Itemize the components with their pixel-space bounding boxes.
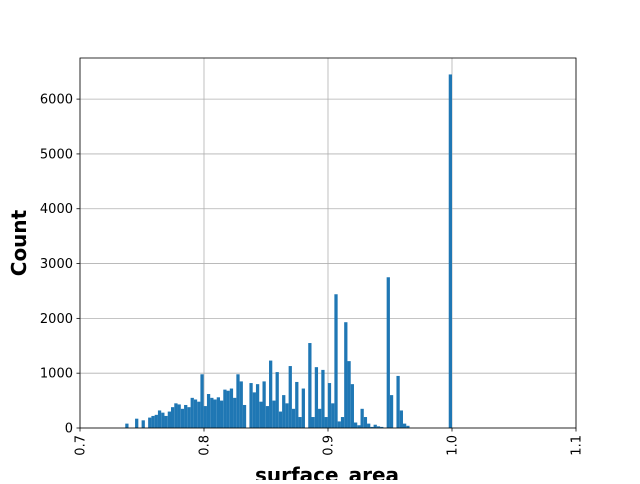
bar	[255, 384, 260, 428]
x-tick-label: 0.9	[322, 435, 337, 456]
bar	[298, 417, 302, 428]
bar	[399, 410, 403, 428]
bar	[203, 406, 207, 428]
bar	[373, 424, 377, 428]
bar	[288, 366, 292, 428]
bar	[216, 397, 221, 428]
bar	[167, 411, 172, 428]
bar	[239, 381, 243, 428]
bar	[278, 411, 283, 428]
bar	[275, 372, 279, 428]
bar	[272, 400, 276, 428]
bar	[220, 400, 224, 428]
bar	[350, 384, 354, 428]
bar	[141, 420, 145, 428]
bar	[174, 403, 178, 428]
bar	[370, 426, 374, 428]
bar	[229, 388, 234, 428]
bar	[164, 415, 168, 428]
bar	[295, 381, 299, 428]
bar	[148, 417, 152, 428]
bar	[210, 397, 214, 428]
bar	[363, 417, 368, 428]
bar	[223, 389, 227, 428]
bar	[171, 407, 175, 428]
bar	[347, 361, 351, 428]
y-tick-label: 2000	[40, 312, 73, 327]
y-axis-label: Count	[7, 209, 31, 276]
bar	[262, 381, 266, 428]
bar	[396, 375, 400, 428]
bar	[311, 417, 315, 428]
y-tick-label: 4000	[40, 202, 73, 217]
x-tick-label: 0.7	[74, 435, 89, 456]
bar	[226, 390, 230, 428]
bar	[386, 277, 390, 428]
bar	[249, 383, 253, 428]
bar	[324, 417, 328, 428]
x-tick-label: 1.0	[446, 435, 461, 456]
bar	[184, 404, 188, 428]
bar	[334, 294, 338, 428]
bar	[269, 360, 273, 428]
bar	[161, 412, 165, 428]
y-tick-label: 3000	[40, 257, 73, 272]
bar	[157, 410, 162, 428]
bar	[291, 408, 296, 428]
bar	[376, 426, 381, 428]
bar	[308, 343, 312, 428]
bar	[233, 397, 237, 428]
y-tick-label: 6000	[40, 93, 73, 108]
x-tick-label: 1.1	[570, 435, 585, 456]
bar	[190, 397, 194, 428]
bar	[213, 399, 217, 428]
bar	[200, 374, 204, 428]
bar	[206, 394, 211, 428]
y-tick-label: 5000	[40, 147, 73, 162]
bar	[177, 404, 181, 428]
bar	[380, 426, 384, 428]
bar	[357, 425, 361, 428]
bar	[282, 395, 286, 428]
x-axis-label: surface_area	[255, 463, 399, 480]
bar	[236, 374, 240, 428]
bar	[193, 399, 198, 428]
bar	[301, 388, 305, 428]
bar	[197, 401, 201, 428]
bar	[367, 423, 371, 428]
bar	[314, 367, 319, 428]
bar	[180, 408, 185, 428]
bar	[331, 403, 335, 428]
bar	[360, 408, 364, 428]
bar	[353, 422, 358, 428]
bar	[327, 383, 332, 428]
bar	[344, 322, 348, 428]
bar	[285, 403, 289, 428]
bar	[265, 406, 270, 428]
plot-frame	[79, 57, 577, 429]
bar	[187, 407, 191, 428]
bar	[340, 417, 345, 428]
bar	[402, 423, 407, 428]
bar	[252, 392, 256, 428]
y-tick-label: 1000	[40, 367, 73, 382]
bar	[337, 421, 341, 428]
bar	[321, 369, 325, 428]
bar	[242, 404, 247, 428]
bar	[448, 74, 452, 428]
bar	[318, 408, 322, 428]
bar	[135, 418, 139, 428]
bar	[125, 423, 129, 428]
y-tick-label: 0	[65, 422, 73, 437]
bar	[406, 425, 410, 428]
bar	[389, 395, 394, 428]
x-tick-label: 0.8	[198, 435, 213, 456]
bar	[151, 415, 155, 428]
bar	[154, 414, 158, 428]
bar	[259, 401, 263, 428]
